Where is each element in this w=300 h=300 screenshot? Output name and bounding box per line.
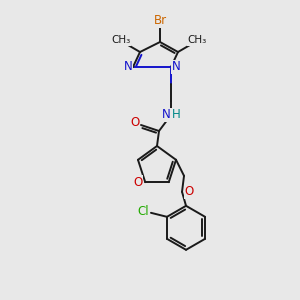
Text: O: O — [130, 116, 140, 130]
Text: N: N — [162, 109, 170, 122]
Text: O: O — [134, 176, 143, 189]
Text: N: N — [172, 61, 180, 74]
Text: CH₃: CH₃ — [111, 35, 130, 45]
Text: N: N — [124, 61, 132, 74]
Text: Cl: Cl — [137, 205, 149, 218]
Text: CH₃: CH₃ — [188, 35, 207, 45]
Text: H: H — [172, 109, 180, 122]
Text: O: O — [184, 185, 194, 198]
Text: Br: Br — [153, 14, 167, 28]
